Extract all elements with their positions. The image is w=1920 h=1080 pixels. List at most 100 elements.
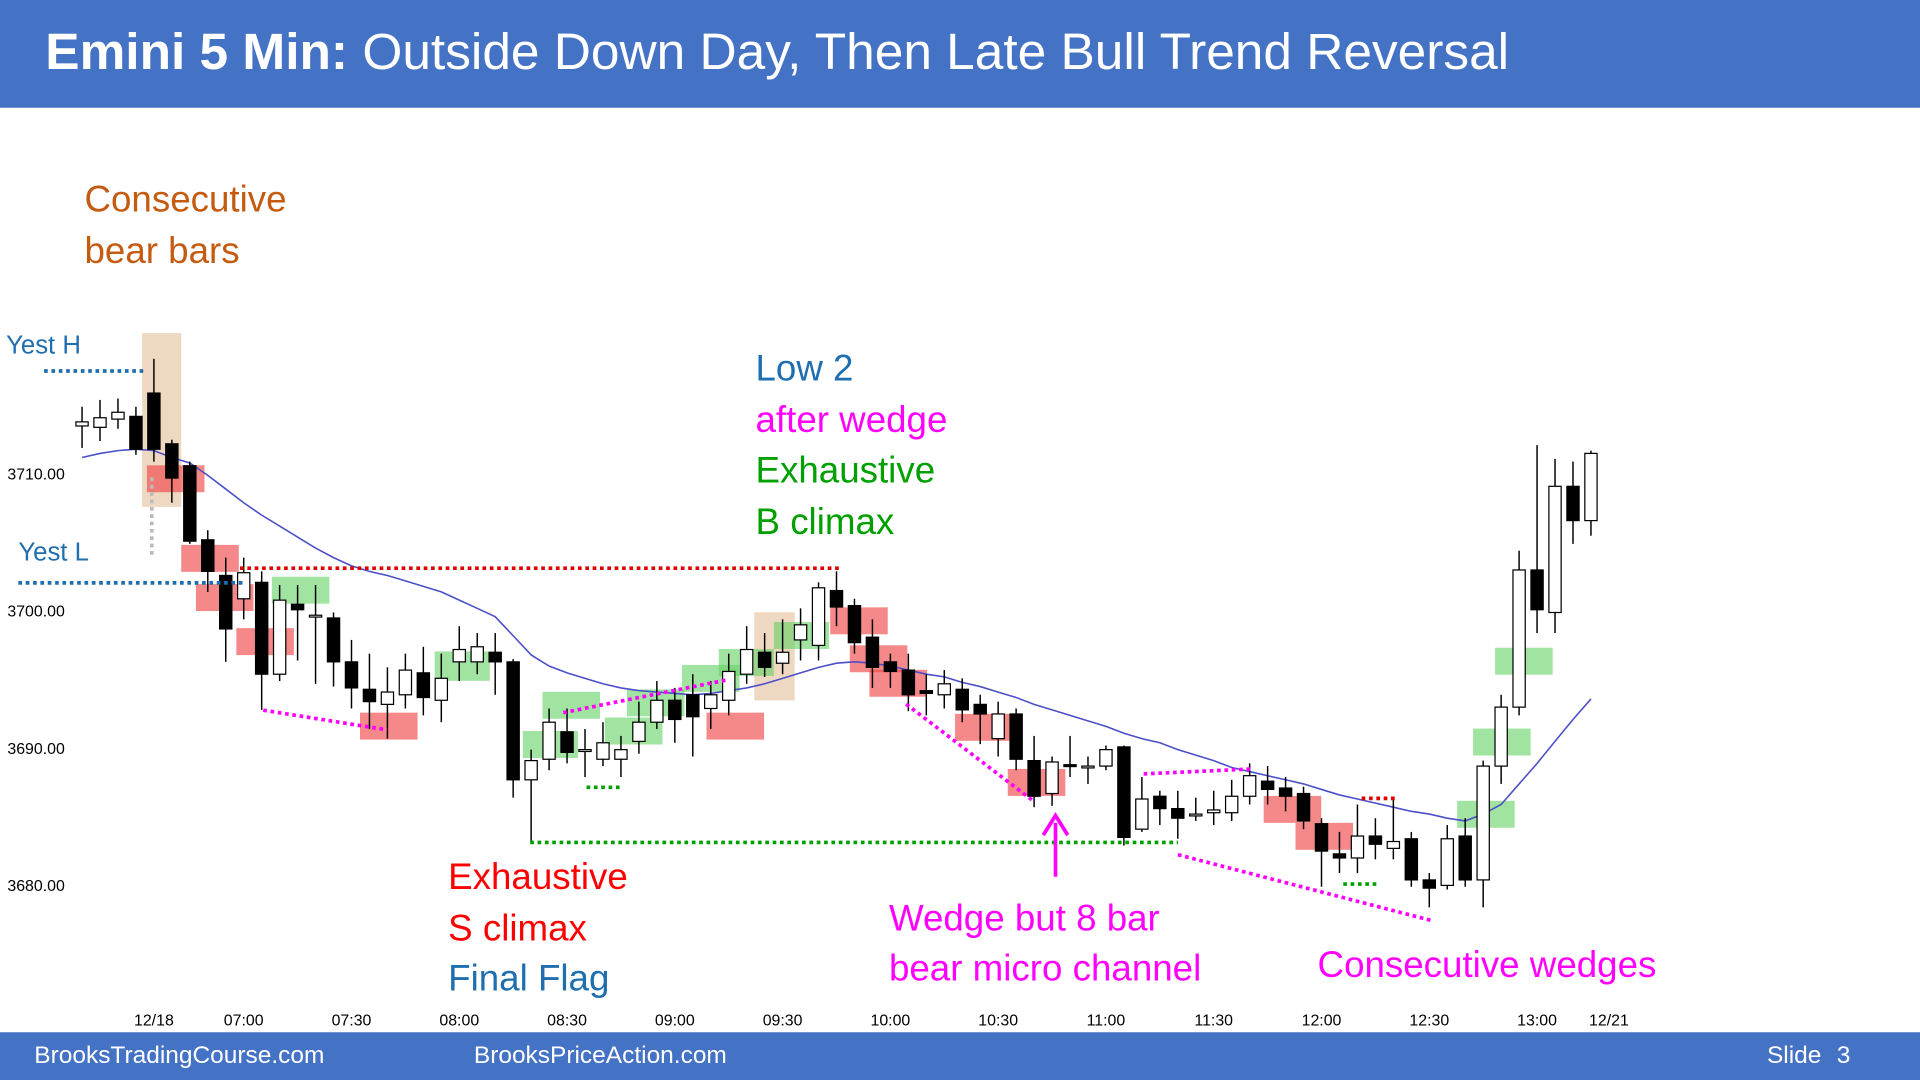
- header-bar: [0, 0, 1920, 108]
- candle-body: [290, 603, 305, 611]
- candle-body: [1494, 706, 1508, 767]
- candle-body: [1422, 879, 1437, 889]
- candle-body: [560, 731, 574, 753]
- candle-body: [1314, 823, 1329, 852]
- candle-body: [434, 677, 449, 701]
- annotation: Yest H: [6, 331, 81, 359]
- candle-body: [362, 688, 377, 703]
- slide-label: Slide: [1767, 1042, 1821, 1069]
- candle-body: [1278, 787, 1293, 797]
- x-tick-label: 10:30: [978, 1012, 1018, 1029]
- annotation: Exhaustive: [756, 449, 936, 490]
- candle-body: [632, 721, 646, 743]
- candle-body: [1530, 569, 1544, 611]
- candle-body: [1099, 749, 1113, 767]
- bear-box: [869, 669, 927, 697]
- candle-body: [1171, 807, 1185, 819]
- candle-body: [1153, 795, 1167, 810]
- candle-body: [937, 683, 952, 696]
- candle-body: [793, 624, 808, 641]
- candle-body: [883, 661, 898, 673]
- candle-body: [955, 688, 969, 711]
- x-tick-label: 13:00: [1517, 1012, 1557, 1029]
- x-tick-label: 09:30: [763, 1012, 803, 1029]
- x-tick-label: 12/21: [1589, 1012, 1629, 1029]
- footer-text: BrooksPriceAction.com: [474, 1042, 727, 1069]
- candle-body: [129, 415, 143, 450]
- guide-lines: [18, 369, 1434, 923]
- x-tick-label: 11:00: [1087, 1012, 1126, 1029]
- annotation: B climax: [756, 501, 895, 542]
- candle-body: [1440, 838, 1454, 887]
- candle-body: [75, 421, 89, 427]
- candle-body: [1386, 840, 1401, 849]
- candle-body: [1512, 569, 1526, 708]
- candle-body: [775, 651, 790, 664]
- candle-body: [650, 699, 664, 723]
- bull-box: [271, 576, 330, 604]
- candle-body: [1260, 780, 1275, 791]
- annotations: Consecutive bear bars Yest H Yest L Low …: [6, 179, 1656, 999]
- wedge-line: [562, 677, 729, 715]
- slide-title: Emini 5 Min: Outside Down Day, Then Late…: [45, 22, 1509, 80]
- title-text: Outside Down Day, Then Late Bull Trend R…: [362, 22, 1509, 80]
- candle-body: [578, 749, 592, 753]
- candle-body: [1350, 835, 1365, 859]
- candle-body: [1027, 759, 1041, 797]
- candle-body: [1117, 746, 1131, 839]
- candle-body: [1566, 485, 1580, 522]
- candle-body: [398, 669, 413, 696]
- candle-body: [1368, 835, 1383, 845]
- candle-body: [416, 672, 431, 699]
- wedge-line: [262, 708, 388, 732]
- candle-body: [219, 574, 233, 630]
- candle-body: [183, 465, 197, 542]
- y-tick-label: 3690.00: [7, 741, 65, 758]
- annotation: Final Flag: [448, 958, 609, 999]
- arrow-head: [1041, 812, 1070, 837]
- candle-body: [1548, 485, 1562, 614]
- plot: 3680.00 3690.00 3700.00 3710.00 12/18 07:00 07…: [7, 358, 1629, 1029]
- candle-body: [1206, 809, 1221, 814]
- x-tick-label: 08:30: [547, 1012, 587, 1029]
- candle-body: [1242, 775, 1257, 797]
- candle-body: [829, 589, 844, 608]
- candle-body: [1009, 713, 1023, 760]
- bull-box: [542, 691, 600, 719]
- annotation: Exhaustive: [448, 856, 628, 897]
- y-tick-label: 3680.00: [7, 878, 65, 895]
- x-tick-label: 12/18: [134, 1012, 174, 1029]
- annotation: Yest L: [18, 538, 89, 566]
- ema-line: [81, 448, 1592, 822]
- annotation: Wedge but 8 bar: [889, 898, 1160, 939]
- annotation: Low 2: [756, 348, 854, 389]
- candle-body: [1135, 798, 1149, 830]
- annotation: after wedge: [756, 399, 948, 440]
- x-tick-label: 07:30: [332, 1012, 372, 1029]
- x-tick-label: 07:00: [224, 1012, 264, 1029]
- candle-body: [506, 661, 520, 781]
- candle-body: [452, 648, 467, 663]
- candle-body: [991, 713, 1005, 740]
- candle-body: [1189, 813, 1203, 817]
- candle-body: [596, 742, 610, 760]
- candle-body: [1584, 452, 1598, 522]
- x-tick-label: 12:30: [1409, 1012, 1449, 1029]
- x-tick-label: 12:00: [1302, 1012, 1342, 1029]
- candle-body: [1458, 835, 1472, 881]
- candle-body: [757, 651, 772, 668]
- candle-body: [1404, 838, 1419, 881]
- slide-number: 3: [1837, 1042, 1851, 1069]
- candle-body: [1332, 853, 1347, 859]
- candle-body: [668, 699, 682, 721]
- bear-box: [706, 712, 765, 740]
- candle-body: [973, 703, 987, 715]
- candle-body: [308, 614, 323, 618]
- candle-body: [488, 651, 502, 663]
- y-tick-label: 3710.00: [7, 467, 65, 484]
- bear-box: [360, 712, 418, 740]
- candle-body: [147, 392, 161, 450]
- annotation: bear micro channel: [889, 948, 1201, 989]
- candle-body: [254, 581, 269, 675]
